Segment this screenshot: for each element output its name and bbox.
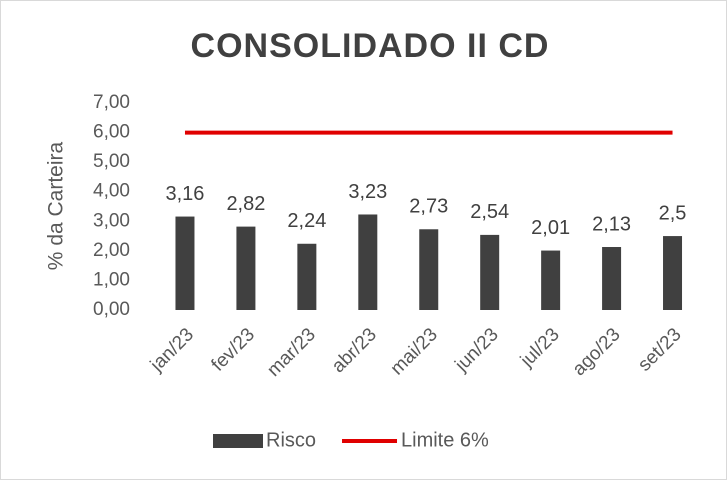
data-label: 2,82 bbox=[226, 193, 265, 215]
bar bbox=[602, 247, 622, 310]
data-label: 3,23 bbox=[348, 181, 387, 203]
y-tick-label: 1,00 bbox=[93, 269, 130, 290]
bar bbox=[663, 236, 683, 310]
data-label: 2,54 bbox=[470, 201, 509, 223]
legend-swatch bbox=[213, 434, 263, 448]
y-tick-label: 3,00 bbox=[93, 210, 130, 231]
y-tick-label: 4,00 bbox=[93, 181, 130, 202]
data-label: 3,16 bbox=[166, 183, 205, 205]
chart-title: CONSOLIDADO II CD bbox=[191, 27, 550, 65]
y-axis-label: % da Carteira bbox=[45, 141, 68, 270]
bar bbox=[236, 226, 256, 310]
y-tick-label: 7,00 bbox=[93, 92, 130, 113]
data-label: 2,73 bbox=[409, 196, 448, 218]
bar bbox=[358, 214, 378, 310]
y-tick-label: 5,00 bbox=[93, 151, 130, 172]
data-label: 2,24 bbox=[287, 210, 326, 232]
bar bbox=[480, 234, 500, 310]
legend-label: Risco bbox=[266, 429, 316, 451]
data-label: 2,5 bbox=[659, 202, 687, 224]
y-tick-label: 2,00 bbox=[93, 240, 130, 261]
y-tick-label: 6,00 bbox=[93, 122, 130, 143]
legend-label: Limite 6% bbox=[401, 429, 489, 451]
data-label: 2,13 bbox=[592, 213, 631, 235]
bar bbox=[419, 229, 439, 310]
bar bbox=[541, 250, 561, 310]
data-label: 2,01 bbox=[531, 217, 570, 239]
bar bbox=[297, 243, 317, 310]
bar bbox=[175, 216, 195, 310]
y-tick-label: 0,00 bbox=[93, 299, 130, 320]
